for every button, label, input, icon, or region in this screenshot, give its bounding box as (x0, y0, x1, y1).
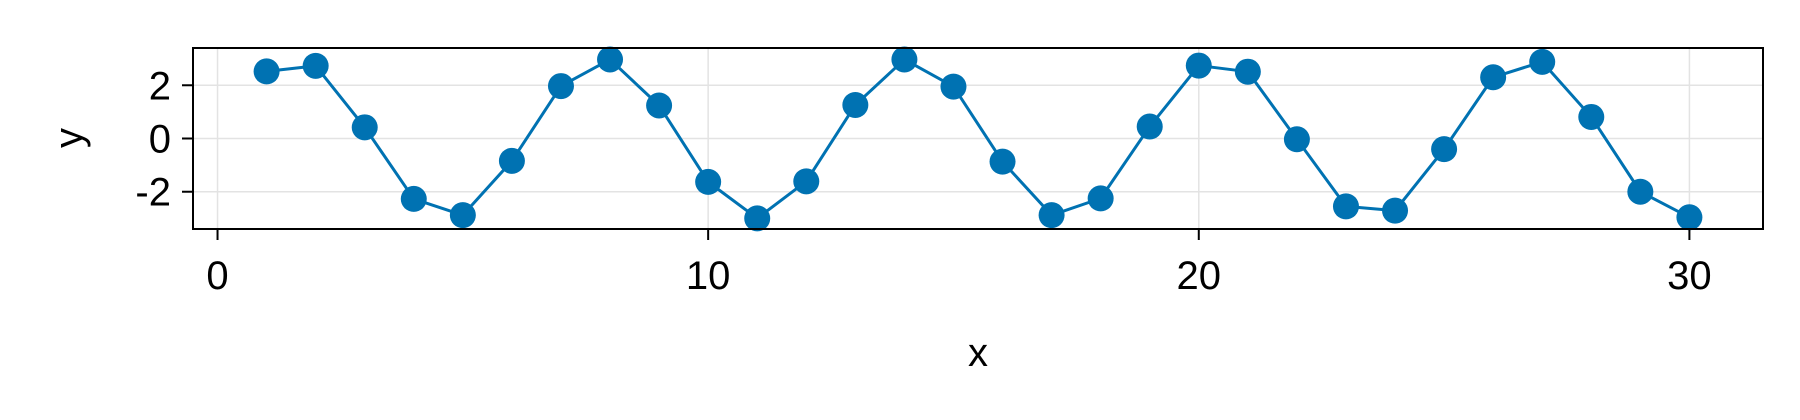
y-tick-label: -2 (135, 171, 171, 215)
data-point (744, 205, 771, 232)
data-point (793, 168, 820, 195)
y-axis: -2 0 2 (135, 64, 193, 215)
data-point (351, 114, 378, 141)
x-tick-label: 20 (1177, 254, 1222, 298)
data-point (940, 73, 967, 100)
data-point (1185, 52, 1212, 79)
data-point (1578, 103, 1605, 130)
data-point (498, 147, 525, 174)
data-point (1038, 202, 1065, 229)
y-tick-label: 0 (149, 118, 171, 162)
data-point (1087, 185, 1114, 212)
data-point (1627, 178, 1654, 205)
data-point (842, 91, 869, 118)
x-tick-label: 30 (1667, 254, 1712, 298)
y-axis-label: y (47, 128, 91, 148)
data-point (695, 168, 722, 195)
data-point (646, 92, 673, 119)
data-point (1332, 193, 1359, 220)
data-point (891, 46, 918, 73)
data-point (989, 148, 1016, 175)
data-point (1283, 126, 1310, 153)
data-point (1480, 64, 1507, 91)
data-point (253, 58, 280, 85)
data-point (597, 46, 624, 73)
data-point (449, 202, 476, 229)
data-point (1234, 58, 1261, 85)
x-tick-label: 10 (686, 254, 731, 298)
data-point (1431, 136, 1458, 163)
data-point (1676, 204, 1703, 231)
data-point (1529, 48, 1556, 75)
data-point (1136, 113, 1163, 140)
y-tick-label: 2 (149, 64, 171, 108)
x-axis: 0 10 20 30 (206, 229, 1712, 298)
series-layer (253, 46, 1703, 232)
data-point (302, 52, 329, 79)
data-point (1382, 197, 1409, 224)
data-point (547, 73, 574, 100)
grid (193, 48, 1763, 229)
x-axis-label: x (968, 331, 988, 375)
x-tick-label: 0 (206, 254, 228, 298)
data-point (400, 185, 427, 212)
